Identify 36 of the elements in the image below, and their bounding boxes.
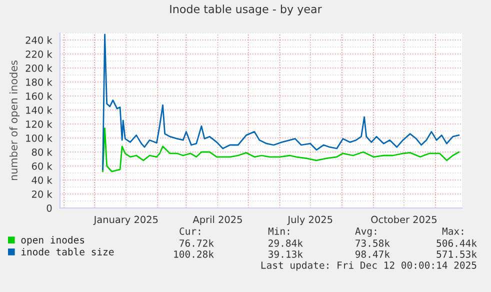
text: Min: [268,227,290,235]
text: 571.53k [436,250,477,258]
y-tick-label: 160 k [26,92,52,100]
y-axis-title: number of open inodes [9,60,20,180]
y-tick-label: 100 k [26,134,52,142]
legend-label: open inodes [21,236,84,246]
y-tick-label: 60 k [32,162,52,170]
text: 39.13k [268,250,303,258]
y-tick-label: 220 k [26,50,52,58]
y-tick-label: 40 k [32,176,52,184]
x-tick-label: April 2025 [192,216,242,226]
y-tick-label: 80 k [32,148,52,156]
y-tick-label: 180 k [26,78,52,86]
text: Max: [442,228,464,235]
text: Last update: Fri Dec 12 00:00:14 2025 [261,261,476,271]
text: 100.28k [174,250,214,258]
text: 73.58k [356,239,390,247]
y-tick-label: 120 k [26,120,52,128]
x-tick-label: October 2025 [371,216,437,224]
text: 29.84k [268,239,303,247]
text: Avg: [355,228,376,237]
y-tick-label: 240 k [26,36,52,44]
line-series [102,128,460,172]
chart-title: Inode table usage - by year [170,4,322,16]
text: 98.47k [355,250,390,258]
x-tick-label: July 2025 [287,216,332,226]
y-tick-label: 140 k [26,106,52,114]
x-tick-label: January 2025 [93,216,158,226]
y-tick-label: 0 [46,204,52,212]
legend-label: inode table size [21,248,114,256]
y-tick-label: 200 k [26,64,52,72]
line-series [102,34,460,170]
text: 506.44k [436,239,477,247]
text: Cur: [180,227,200,235]
text: 76.72k [180,239,214,247]
y-tick-label: 20 k [32,190,52,198]
